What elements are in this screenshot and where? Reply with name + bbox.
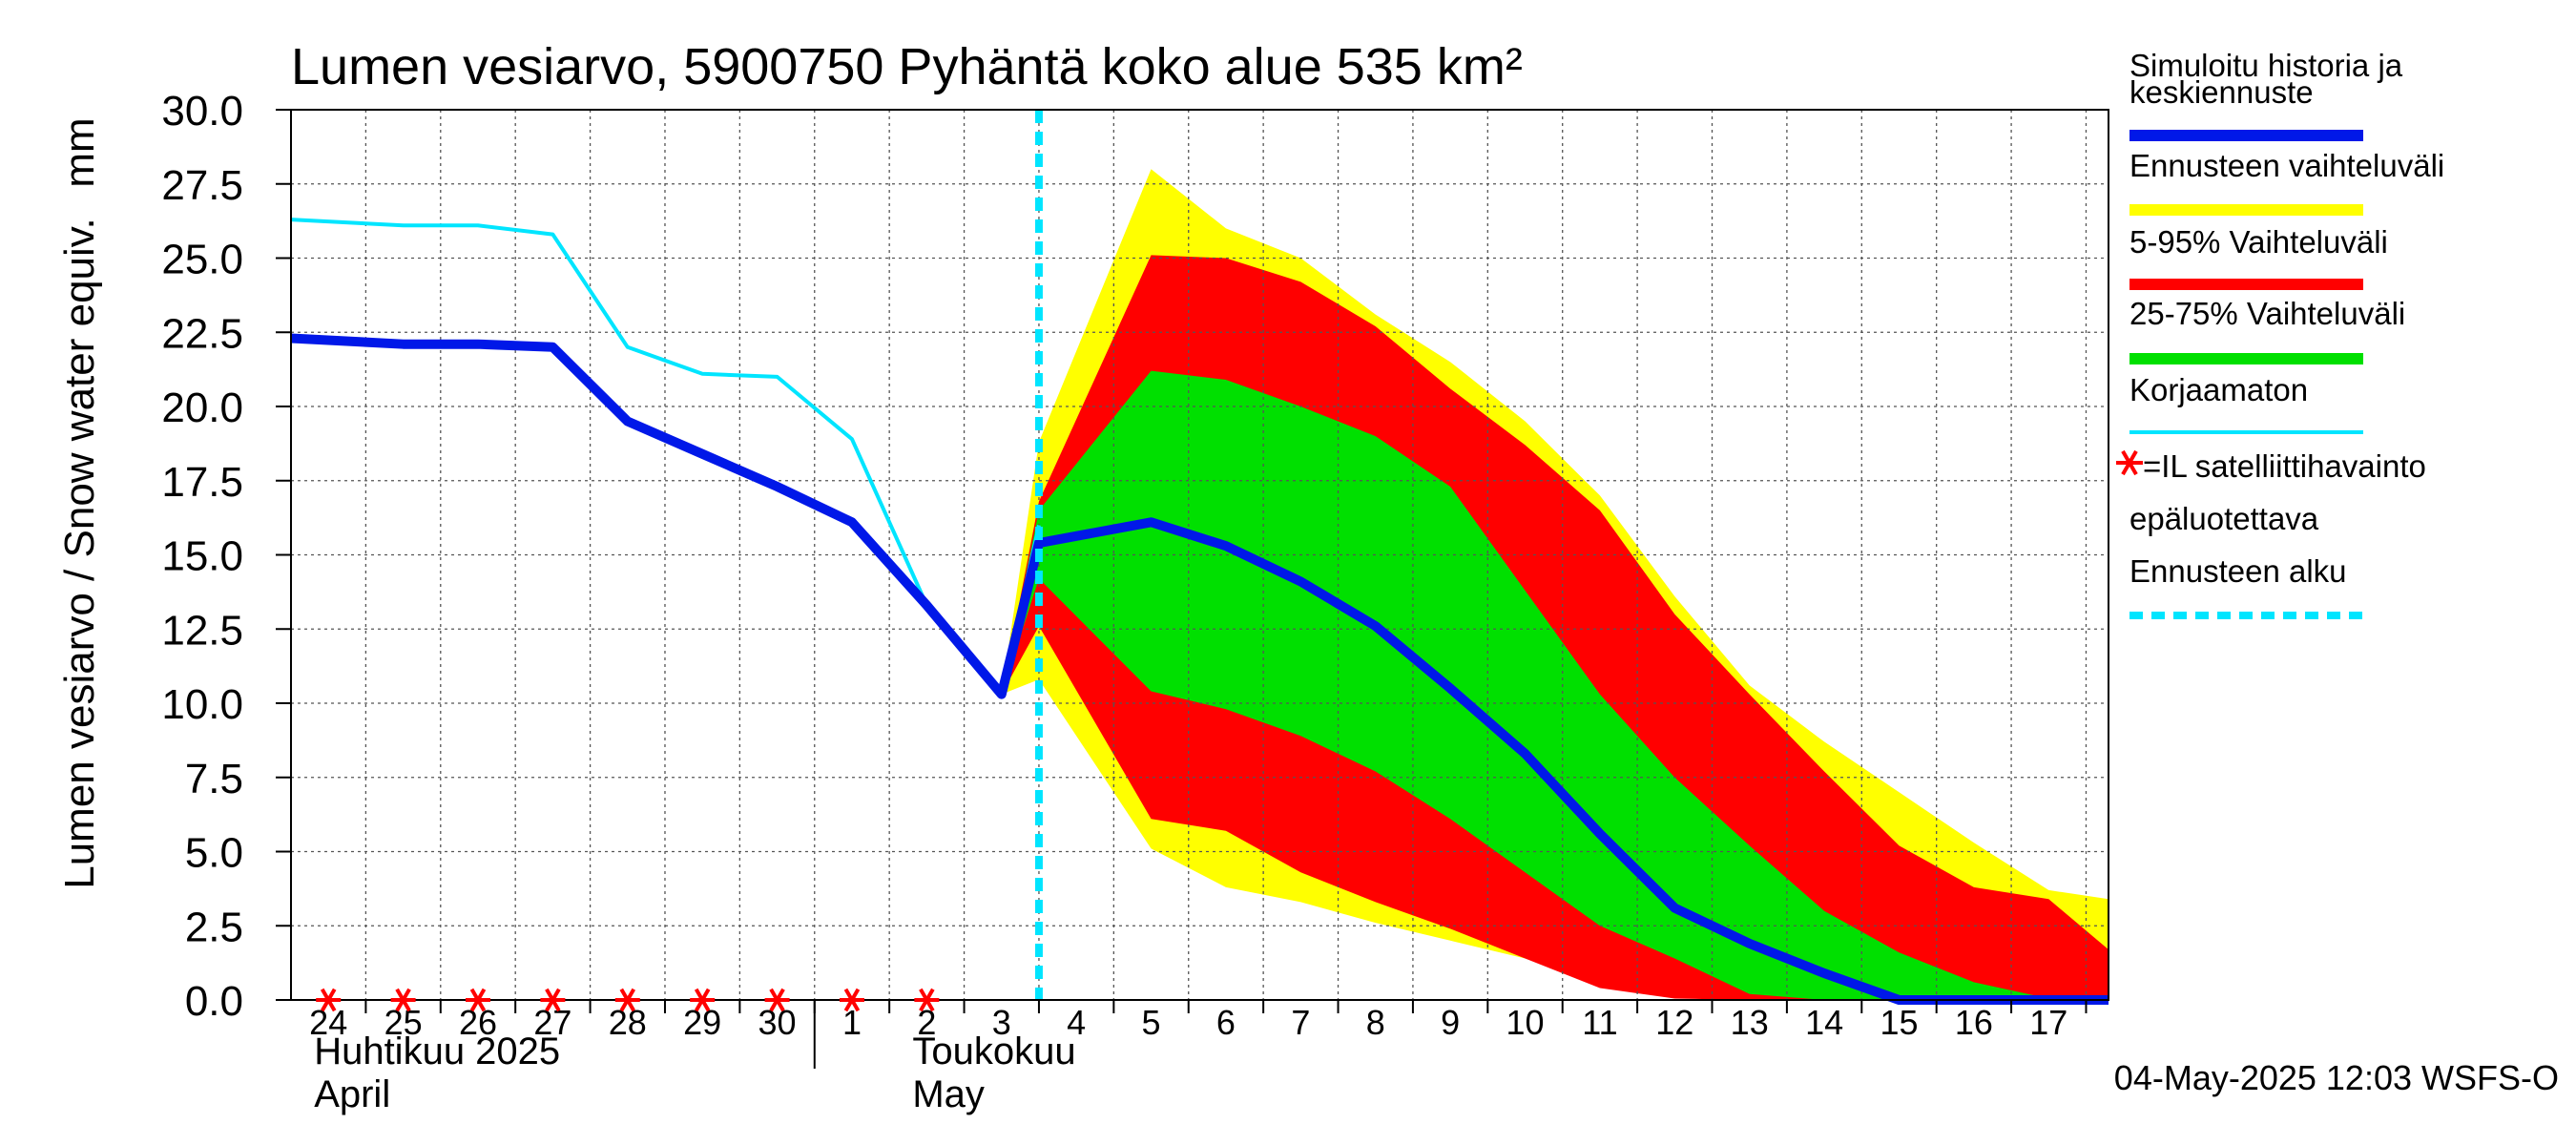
unreliable-marker <box>690 988 716 1012</box>
x-tick-label: 29 <box>683 1003 721 1042</box>
legend-label: Korjaamaton <box>2129 372 2308 407</box>
y-tick-label: 2.5 <box>185 904 243 950</box>
y-tick-label: 5.0 <box>185 830 243 877</box>
unreliable-marker <box>764 988 790 1012</box>
month-label: Toukokuu <box>912 1030 1075 1072</box>
y-axis-label: Lumen vesiarvo / Snow water equiv. <box>56 218 103 889</box>
legend-label: keskiennuste <box>2129 74 2314 110</box>
unreliable-marker <box>614 988 640 1012</box>
y-tick-label: 17.5 <box>161 459 243 506</box>
y-axis-unit: mm <box>56 117 103 187</box>
unreliable-marker <box>316 988 342 1012</box>
band-3 <box>1001 370 2109 1000</box>
y-tick-label: 0.0 <box>185 978 243 1025</box>
y-tick-label: 25.0 <box>161 237 243 283</box>
y-tick-label: 15.0 <box>161 533 243 580</box>
x-tick-label: 9 <box>1441 1003 1460 1042</box>
unreliable-marker <box>540 988 566 1012</box>
median-forecast-line <box>290 333 2109 1005</box>
x-tick-label: 5 <box>1142 1003 1161 1042</box>
y-tick-label: 27.5 <box>161 162 243 209</box>
legend-label: 25-75% Vaihteluväli <box>2129 296 2405 331</box>
x-tick-label: 24 <box>309 1003 347 1042</box>
legend-item: 25-75% Vaihteluväli <box>2129 296 2405 364</box>
legend-label: =IL satelliittihavainto <box>2143 448 2426 484</box>
legend-item: Korjaamaton <box>2129 372 2363 434</box>
x-tick-label: 17 <box>2029 1003 2067 1042</box>
legend-label: Ennusteen alku <box>2129 553 2347 589</box>
x-tick-label: 14 <box>1805 1003 1843 1042</box>
x-tick-label: 1 <box>842 1003 862 1042</box>
x-tick-label: 6 <box>1216 1003 1236 1042</box>
legend-item: =IL satelliittihavainto epäluotettava <box>2116 448 2426 536</box>
legend-label: 5-95% Vaihteluväli <box>2129 224 2388 260</box>
x-tick-label: 2 <box>917 1003 936 1042</box>
unreliable-marker <box>390 988 416 1012</box>
legend-label: Simuloitu historia ja <box>2129 48 2403 83</box>
x-tick-label: 12 <box>1655 1003 1693 1042</box>
x-tick-label: 28 <box>609 1003 647 1042</box>
x-tick-label: 13 <box>1731 1003 1769 1042</box>
footer-timestamp: 04-May-2025 12:03 WSFS-O <box>2114 1058 2559 1097</box>
y-tick-label: 7.5 <box>185 756 243 802</box>
x-tick-label: 8 <box>1366 1003 1385 1042</box>
x-tick-label: 27 <box>533 1003 571 1042</box>
legend-item: Ennusteen vaihteluväli <box>2129 148 2444 216</box>
x-tick-label: 10 <box>1506 1003 1544 1042</box>
legend-item: 5-95% Vaihteluväli <box>2129 224 2388 290</box>
month-label-en: May <box>912 1073 985 1115</box>
x-tick-label: 15 <box>1880 1003 1918 1042</box>
unreliable-marker <box>465 988 490 1012</box>
legend-marker <box>2121 449 2138 476</box>
x-tick-label: 26 <box>459 1003 497 1042</box>
y-tick-label: 10.0 <box>161 681 243 728</box>
x-tick-label: 16 <box>1955 1003 1993 1042</box>
y-tick-label: 30.0 <box>161 88 243 135</box>
x-tick-label: 11 <box>1582 1003 1617 1042</box>
x-tick-label: 3 <box>992 1003 1011 1042</box>
y-tick-label: 22.5 <box>161 310 243 357</box>
y-tick-label: 20.0 <box>161 385 243 431</box>
unreliable-marker <box>914 988 940 1012</box>
month-label-en: April <box>314 1073 390 1115</box>
x-tick-label: 30 <box>758 1003 797 1042</box>
month-label: Huhtikuu 2025 <box>314 1030 560 1072</box>
chart-title: Lumen vesiarvo, 5900750 Pyhäntä koko alu… <box>291 38 1523 95</box>
x-tick-label: 4 <box>1067 1003 1086 1042</box>
x-tick-label: 7 <box>1291 1003 1310 1042</box>
legend-label: epäluotettava <box>2129 501 2319 536</box>
y-tick-label: 12.5 <box>161 607 243 654</box>
unreliable-marker <box>839 988 864 1012</box>
x-tick-label: 25 <box>384 1003 423 1042</box>
plot-area: 0.0 2.5 5.0 7.5 10.0 12.5 15.0 17.5 20.0 22.5 25.0… <box>161 88 2109 1115</box>
legend-label: Ennusteen vaihteluväli <box>2129 148 2444 183</box>
legend-item: Ennusteen alku <box>2129 553 2363 619</box>
